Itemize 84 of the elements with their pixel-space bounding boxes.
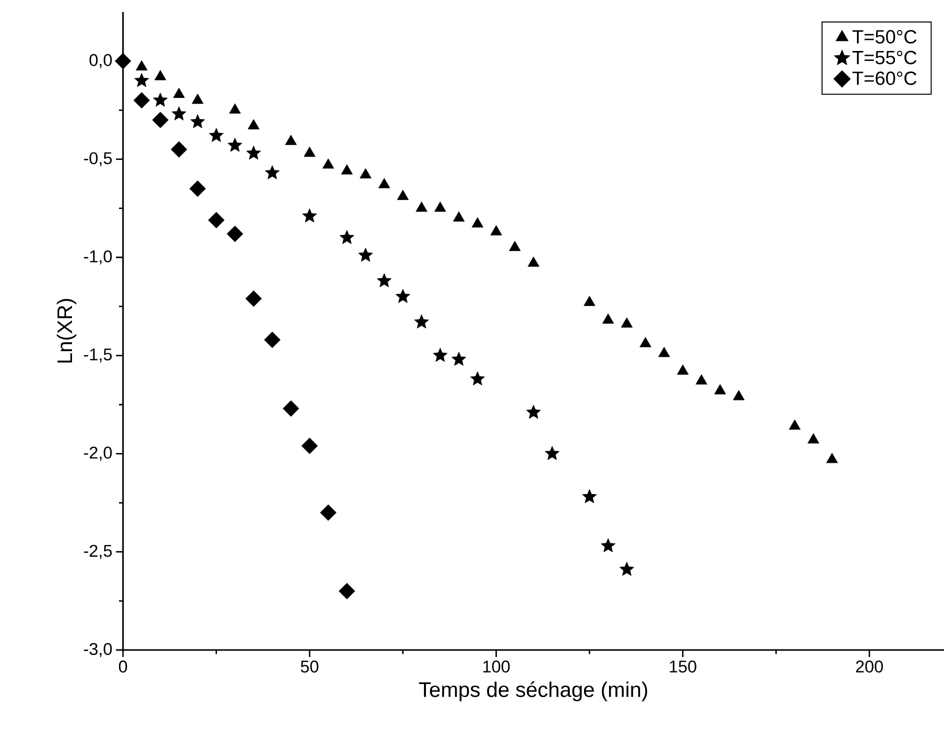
point <box>136 60 148 70</box>
legend-label: T=60°C <box>852 72 916 85</box>
point <box>509 240 521 252</box>
point <box>226 226 244 242</box>
point <box>133 92 150 109</box>
x-tick-label: 50 <box>300 660 318 673</box>
point <box>322 158 334 169</box>
point <box>472 217 484 228</box>
x-tick-label: 150 <box>670 660 696 673</box>
point <box>602 314 614 324</box>
legend-label: T=50°C <box>852 30 916 44</box>
point <box>152 112 169 128</box>
point <box>246 146 261 160</box>
point <box>452 352 466 366</box>
point <box>788 420 801 430</box>
point <box>378 178 390 188</box>
point <box>490 225 502 236</box>
point <box>152 92 168 107</box>
point <box>229 103 241 114</box>
point <box>376 273 392 288</box>
point <box>732 390 745 400</box>
point <box>170 141 188 158</box>
x-axis-title: Temps de séchage (min) <box>419 681 648 702</box>
point <box>173 88 185 98</box>
legend-label: T=55°C <box>852 50 916 64</box>
y-tick-label: -1,5 <box>84 348 112 362</box>
y-tick-label: -3,0 <box>84 642 112 658</box>
x-tick-label: 200 <box>856 660 883 673</box>
point <box>826 452 838 464</box>
point <box>282 400 300 417</box>
point <box>304 146 316 157</box>
point <box>360 168 372 178</box>
point <box>658 346 670 358</box>
point <box>358 248 373 262</box>
point <box>619 562 634 576</box>
point <box>245 290 262 307</box>
point <box>676 364 689 375</box>
y-tick-label: -2,0 <box>84 446 112 461</box>
point <box>397 190 409 200</box>
point <box>189 180 206 197</box>
point <box>526 404 541 419</box>
point <box>264 332 280 348</box>
point <box>208 212 224 228</box>
x-tick-label: 100 <box>483 660 510 673</box>
point <box>600 538 616 552</box>
y-axis-title: Ln(XR) <box>56 299 76 363</box>
point <box>528 256 540 267</box>
point <box>416 202 428 212</box>
point <box>620 317 633 328</box>
point <box>582 489 597 504</box>
point <box>285 134 297 146</box>
point <box>470 371 485 386</box>
point <box>808 433 820 444</box>
y-tick-label: 0,0 <box>90 54 112 68</box>
point <box>208 128 224 142</box>
point <box>341 164 353 174</box>
point <box>248 119 260 130</box>
y-tick-label: -1,0 <box>84 250 112 264</box>
point <box>190 114 205 128</box>
point <box>432 348 448 362</box>
point <box>396 288 410 303</box>
point <box>714 384 726 394</box>
point <box>114 52 132 70</box>
point <box>192 94 204 104</box>
point <box>154 70 166 80</box>
point <box>434 202 446 212</box>
point <box>696 374 708 385</box>
y-tick-label: -2,5 <box>84 544 112 559</box>
x-tick-label: 0 <box>118 660 128 673</box>
point <box>544 446 560 460</box>
point <box>320 504 336 521</box>
point <box>414 314 429 328</box>
point <box>264 165 280 180</box>
point <box>228 138 242 152</box>
point <box>338 582 356 600</box>
point <box>172 106 186 120</box>
point <box>302 208 317 222</box>
point <box>301 438 318 454</box>
point <box>340 230 354 244</box>
point <box>640 337 652 348</box>
point <box>134 73 149 87</box>
point <box>453 211 465 222</box>
point <box>584 296 596 306</box>
y-tick-label: -0,5 <box>84 152 112 166</box>
